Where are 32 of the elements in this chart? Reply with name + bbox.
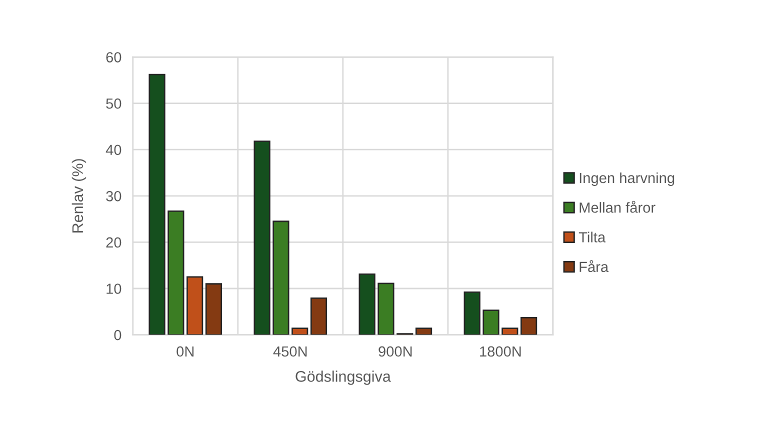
y-tick-label: 60: [106, 52, 122, 62]
legend-label: Tilta: [578, 232, 606, 242]
y-tick-label: 30: [106, 191, 122, 202]
x-axis-title: Gödslingsgiva: [296, 370, 391, 385]
bar: [520, 316, 538, 335]
bar: [310, 298, 328, 335]
bar: [148, 74, 166, 335]
bar: [502, 328, 518, 335]
bar: [482, 310, 500, 335]
y-axis-title: Renlav (%): [72, 159, 86, 232]
bar: [464, 292, 480, 335]
y-tick-label: 0: [114, 330, 122, 340]
x-tick-label: 1800N: [480, 346, 521, 357]
x-tick-label: 0N: [176, 346, 194, 357]
y-tick-label: 40: [106, 144, 122, 156]
y-tick-label: 50: [106, 98, 122, 109]
bar: [186, 276, 204, 335]
legend-label: Ingen harvning: [580, 172, 674, 186]
bar: [272, 220, 290, 335]
bar: [168, 210, 184, 335]
x-tick-label: 900N: [378, 346, 412, 357]
bar: [415, 328, 432, 335]
y-tick-label: 20: [106, 237, 122, 248]
bar: [205, 283, 222, 335]
bar: [292, 328, 308, 335]
bar: [378, 282, 394, 335]
bar: [358, 273, 376, 335]
legend-label: Mellan fåror: [580, 200, 656, 213]
x-tick-label: 450N: [273, 346, 307, 357]
y-tick-label: 10: [106, 284, 122, 294]
legend-label: Fåra: [580, 260, 609, 272]
bar: [254, 140, 270, 335]
